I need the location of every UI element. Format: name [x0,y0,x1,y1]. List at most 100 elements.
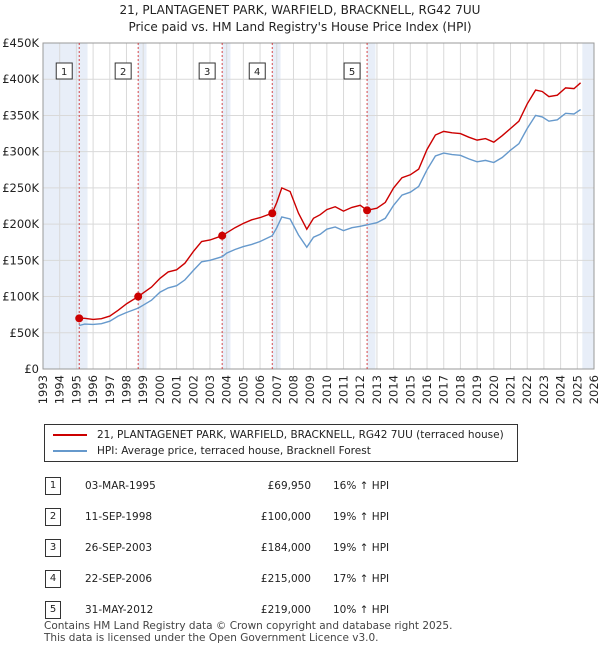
legend-price-label: 21, PLANTAGENET PARK, WARFIELD, BRACKNEL… [97,429,504,441]
table-row: 3 26-SEP-2003 £184,000 19% ↑ HPI [40,532,389,563]
shaded-range [582,43,594,369]
sale-band [138,43,147,369]
x-tick-label: 2024 [554,375,568,404]
sale-point [134,292,143,301]
x-tick-label: 1995 [69,375,83,404]
sale-price: £100,000 [260,510,311,523]
sale-date: 11-SEP-1998 [85,510,153,523]
x-tick-label: 2013 [370,375,384,404]
x-tick-label: 2002 [186,375,200,404]
x-tick-label: 2004 [220,375,234,404]
x-tick-label: 2026 [587,375,600,404]
table-row: 4 22-SEP-2006 £215,000 17% ↑ HPI [40,563,389,594]
sale-point [363,206,372,215]
y-tick-label: £200K [2,217,39,231]
sale-price: £69,950 [267,479,311,492]
sale-number-label: 3 [204,67,210,78]
sale-date: 26-SEP-2003 [85,541,153,554]
y-tick-label: £300K [2,145,39,159]
sale-price: £184,000 [260,541,311,554]
sale-number-box [114,62,132,80]
x-tick-label: 2012 [353,375,367,404]
x-tick-label: 2015 [403,375,417,404]
footer-licence: This data is licensed under the Open Gov… [44,632,379,644]
x-tick-label: 1993 [36,375,50,404]
x-tick-label: 2020 [487,375,501,404]
y-tick-label: £400K [2,72,39,86]
x-tick-label: 2025 [570,375,584,404]
table-row: 5 31-MAY-2012 £219,000 10% ↑ HPI [40,594,389,625]
x-tick-label: 1994 [53,375,67,404]
y-tick-label: £100K [2,290,39,304]
legend-hpi-line [53,450,87,452]
x-tick-label: 2021 [504,375,518,404]
sale-hpi-diff: 16% ↑ HPI [333,479,390,492]
sale-index-box: 2 [45,507,61,526]
x-tick-label: 2014 [387,375,401,404]
x-tick-label: 1998 [119,375,133,404]
x-tick-label: 1996 [86,375,100,404]
table-row: 2 11-SEP-1998 £100,000 19% ↑ HPI [40,501,389,532]
y-tick-label: £350K [2,108,39,122]
sale-band [79,43,88,369]
x-tick-label: 2007 [270,375,284,404]
x-tick-label: 2001 [170,375,184,404]
sale-hpi-diff: 10% ↑ HPI [333,603,390,616]
x-tick-label: 2019 [470,375,484,404]
sale-point [268,209,277,218]
sale-date: 22-SEP-2006 [85,572,153,585]
x-tick-label: 2016 [420,375,434,404]
sale-index-box: 1 [45,476,61,495]
y-tick-label: £450K [2,36,39,50]
sale-band [367,43,376,369]
y-tick-label: £0 [24,362,39,376]
sale-index-box: 4 [45,569,61,588]
x-tick-label: 2011 [337,375,351,404]
y-tick-label: £250K [2,181,39,195]
legend-item-price: 21, PLANTAGENET PARK, WARFIELD, BRACKNEL… [53,427,504,443]
table-row: 1 03-MAR-1995 £69,950 16% ↑ HPI [40,470,389,501]
sale-point [75,314,84,323]
sale-number-label: 1 [61,67,67,78]
hpi-line [79,109,581,327]
sale-date: 03-MAR-1995 [85,479,156,492]
legend-hpi-label: HPI: Average price, terraced house, Brac… [97,445,371,457]
x-tick-label: 2000 [153,375,167,404]
sale-number-label: 4 [254,67,260,78]
sale-date: 31-MAY-2012 [85,603,154,616]
chart-subtitle: Price paid vs. HM Land Registry's House … [128,20,472,34]
sale-hpi-diff: 19% ↑ HPI [333,541,390,554]
plot-frame [42,42,595,370]
sale-number-box [248,62,266,80]
x-tick-label: 2010 [320,375,334,404]
sale-hpi-diff: 19% ↑ HPI [333,510,390,523]
footer: Contains HM Land Registry data © Crown c… [44,620,452,644]
sale-number-label: 2 [120,67,126,78]
x-tick-label: 2009 [303,375,317,404]
sale-price: £219,000 [260,603,311,616]
footer-copyright: Contains HM Land Registry data © Crown c… [44,620,453,632]
price-chart: £0 £50K £100K £150K £200K £250K £300K £350K £400… [2,36,600,404]
shaded-range [43,43,80,369]
sale-index-box: 5 [45,600,61,619]
x-tick-label: 2022 [520,375,534,404]
legend: 21, PLANTAGENET PARK, WARFIELD, BRACKNEL… [44,424,518,462]
x-tick-label: 1999 [136,375,150,404]
x-tick-label: 2018 [453,375,467,404]
x-tick-label: 2003 [203,375,217,404]
sale-price: £215,000 [260,572,311,585]
y-tick-label: £150K [2,253,39,267]
x-tick-label: 2006 [253,375,267,404]
y-tick-label: £50K [10,326,40,340]
legend-item-hpi: HPI: Average price, terraced house, Brac… [53,443,371,459]
sale-number-box [55,62,73,80]
legend-price-line [53,434,87,436]
x-tick-label: 2023 [537,375,551,404]
sale-hpi-diff: 17% ↑ HPI [333,572,390,585]
sale-point [218,231,227,240]
chart-title: 21, PLANTAGENET PARK, WARFIELD, BRACKNEL… [119,3,481,17]
x-tick-label: 1997 [103,375,117,404]
sale-index-box: 3 [45,538,61,557]
sale-number-box [198,62,216,80]
sales-table: 1 03-MAR-1995 £69,950 16% ↑ HPI 2 11-SEP… [40,470,389,625]
